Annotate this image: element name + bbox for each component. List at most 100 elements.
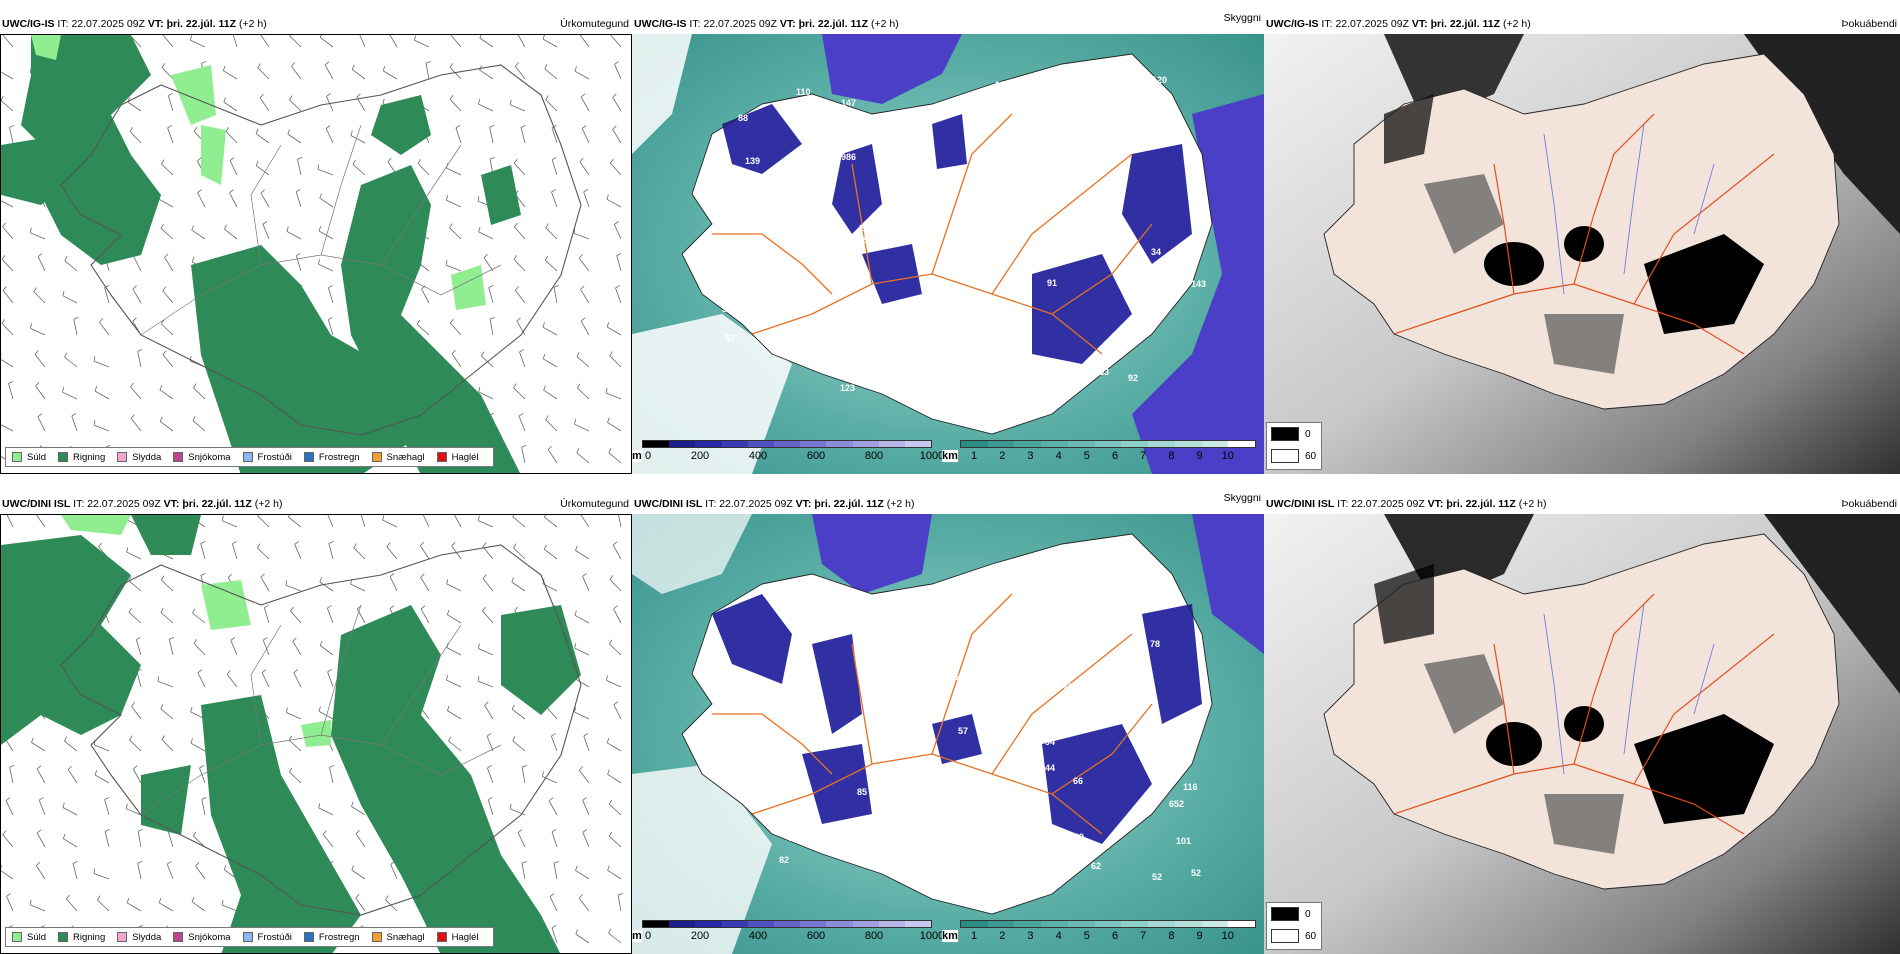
swatch [372, 452, 382, 462]
colorbar-segment [988, 921, 1015, 927]
legend-item-hail: Haglél [437, 452, 479, 463]
lead-time: (+2 h) [255, 498, 283, 510]
colorbar-m [642, 920, 932, 928]
visibility-value-label: 78 [1150, 639, 1160, 649]
colorbar-segment [853, 441, 879, 447]
visibility-value-label: 51 [950, 389, 960, 399]
colorbar-tick-label: 200 [691, 930, 709, 942]
precip-legend: Súld Rigning Slydda Snjókoma Frostúði Fr… [5, 927, 494, 947]
colorbar-segment [669, 441, 695, 447]
precip-map[interactable]: Súld Rigning Slydda Snjókoma Frostúði Fr… [0, 514, 632, 954]
visibility-value-label: 176 [1045, 842, 1060, 852]
model-name: UWC/DINI ISL [1266, 498, 1334, 510]
colorbar-segment [722, 441, 748, 447]
fog-legend-row: 60 [1267, 925, 1321, 947]
legend-label: Frostregn [319, 932, 360, 943]
colorbar-tick-label: 1 [971, 450, 977, 462]
fog-legend-label: 60 [1305, 931, 1316, 942]
visibility-value-label: 57 [919, 139, 929, 149]
colorbar-tick-label: 8 [1168, 450, 1174, 462]
vt-label: VT: [780, 18, 796, 30]
visibility-value-label: 36 [1013, 559, 1023, 569]
precip-type-panel: UWC/DINI ISL IT: 22.07.2025 09Z VT: þri.… [0, 494, 632, 954]
visibility-value-label: 48 [858, 127, 868, 137]
visibility-value-label: 147 [841, 98, 856, 108]
visibility-value-label: 125 [780, 166, 795, 176]
fog-map[interactable]: 0 60 [1264, 514, 1900, 954]
colorbar-segment [1068, 441, 1095, 447]
legend-label: Snjókoma [188, 452, 230, 463]
vt-label: VT: [148, 18, 164, 30]
swatch [12, 932, 22, 942]
swatch [117, 452, 127, 462]
colorbar-segment [1228, 921, 1255, 927]
visibility-value-label: 54 [734, 210, 744, 220]
legend-item-rain: Rigning [58, 452, 105, 463]
colorbar-segment [853, 921, 879, 927]
legend-item-snow: Snjókoma [173, 932, 230, 943]
precip-map[interactable]: Súld Rigning Slydda Snjókoma Frostúði Fr… [0, 34, 632, 474]
swatch [243, 452, 253, 462]
vt-label: VT: [1428, 498, 1444, 510]
colorbar-tick-label: 600 [807, 930, 825, 942]
legend-label: Frostregn [319, 452, 360, 463]
legend-item-hail: Haglél [437, 932, 479, 943]
visibility-value-label: 47 [794, 650, 804, 660]
legend-label: Snjókoma [188, 932, 230, 943]
colorbar-segment [643, 921, 669, 927]
swatch [1271, 907, 1299, 921]
model-name: UWC/IG-IS [634, 18, 687, 30]
colorbar-segment [774, 921, 800, 927]
colorbar-segment [826, 921, 852, 927]
visibility-value-label: 52 [725, 333, 735, 343]
it-value: 22.07.2025 09Z [87, 498, 161, 510]
colorbar-tick-label: 7 [1140, 450, 1146, 462]
visibility-value-label: 88 [738, 113, 748, 123]
fog-map-canvas [1264, 34, 1900, 474]
colorbar-segment [1068, 921, 1095, 927]
it-value: 22.07.2025 09Z [1351, 498, 1425, 510]
swatch [1271, 427, 1299, 441]
colorbar-segment [1202, 921, 1229, 927]
visibility-panel: UWC/DINI ISL IT: 22.07.2025 09Z VT: þri.… [632, 494, 1264, 954]
panel-title: Úrkomutegund [560, 14, 629, 34]
colorbar-km [960, 440, 1256, 448]
fog-map[interactable]: 0 60 [1264, 34, 1900, 474]
colorbar-segment [826, 441, 852, 447]
legend-label: Slydda [132, 932, 161, 943]
visibility-value-label: 44 [1045, 763, 1055, 773]
colorbar-segment [1121, 921, 1148, 927]
visibility-value-label: 52 [1152, 872, 1162, 882]
swatch [1271, 929, 1299, 943]
colorbar-tick-label: 2 [999, 450, 1005, 462]
visibility-value-label: 124 [1026, 99, 1041, 109]
visibility-value-label: 52 [1191, 868, 1201, 878]
visibility-value-label: 46 [1178, 272, 1188, 282]
visibility-value-label: 986 [841, 152, 856, 162]
colorbar-tick-label: 7 [1140, 930, 1146, 942]
vt-value: þri. 22.júl. 11Z [1446, 498, 1515, 510]
legend-item-sleet: Slydda [117, 452, 161, 463]
swatch [58, 452, 68, 462]
legend-item-freezing-drizzle: Frostúði [243, 932, 292, 943]
model-name: UWC/DINI ISL [634, 498, 702, 510]
visibility-value-label: 100 [936, 405, 951, 415]
it-value: 22.07.2025 09Z [703, 18, 777, 30]
it-label: IT: [705, 498, 716, 510]
colorbar-segment [800, 441, 826, 447]
fog-legend-row: 0 [1267, 903, 1321, 925]
colorbar-segment [1014, 441, 1041, 447]
panel-title: Skyggni [1224, 494, 1261, 508]
legend-label: Frostúði [258, 452, 292, 463]
legend-label: Haglél [452, 932, 479, 943]
panel-header: UWC/IG-IS IT: 22.07.2025 09Z VT: þri. 22… [632, 14, 1264, 34]
colorbar-segment [1041, 921, 1068, 927]
colorbar-segment [1202, 441, 1229, 447]
swatch [173, 452, 183, 462]
